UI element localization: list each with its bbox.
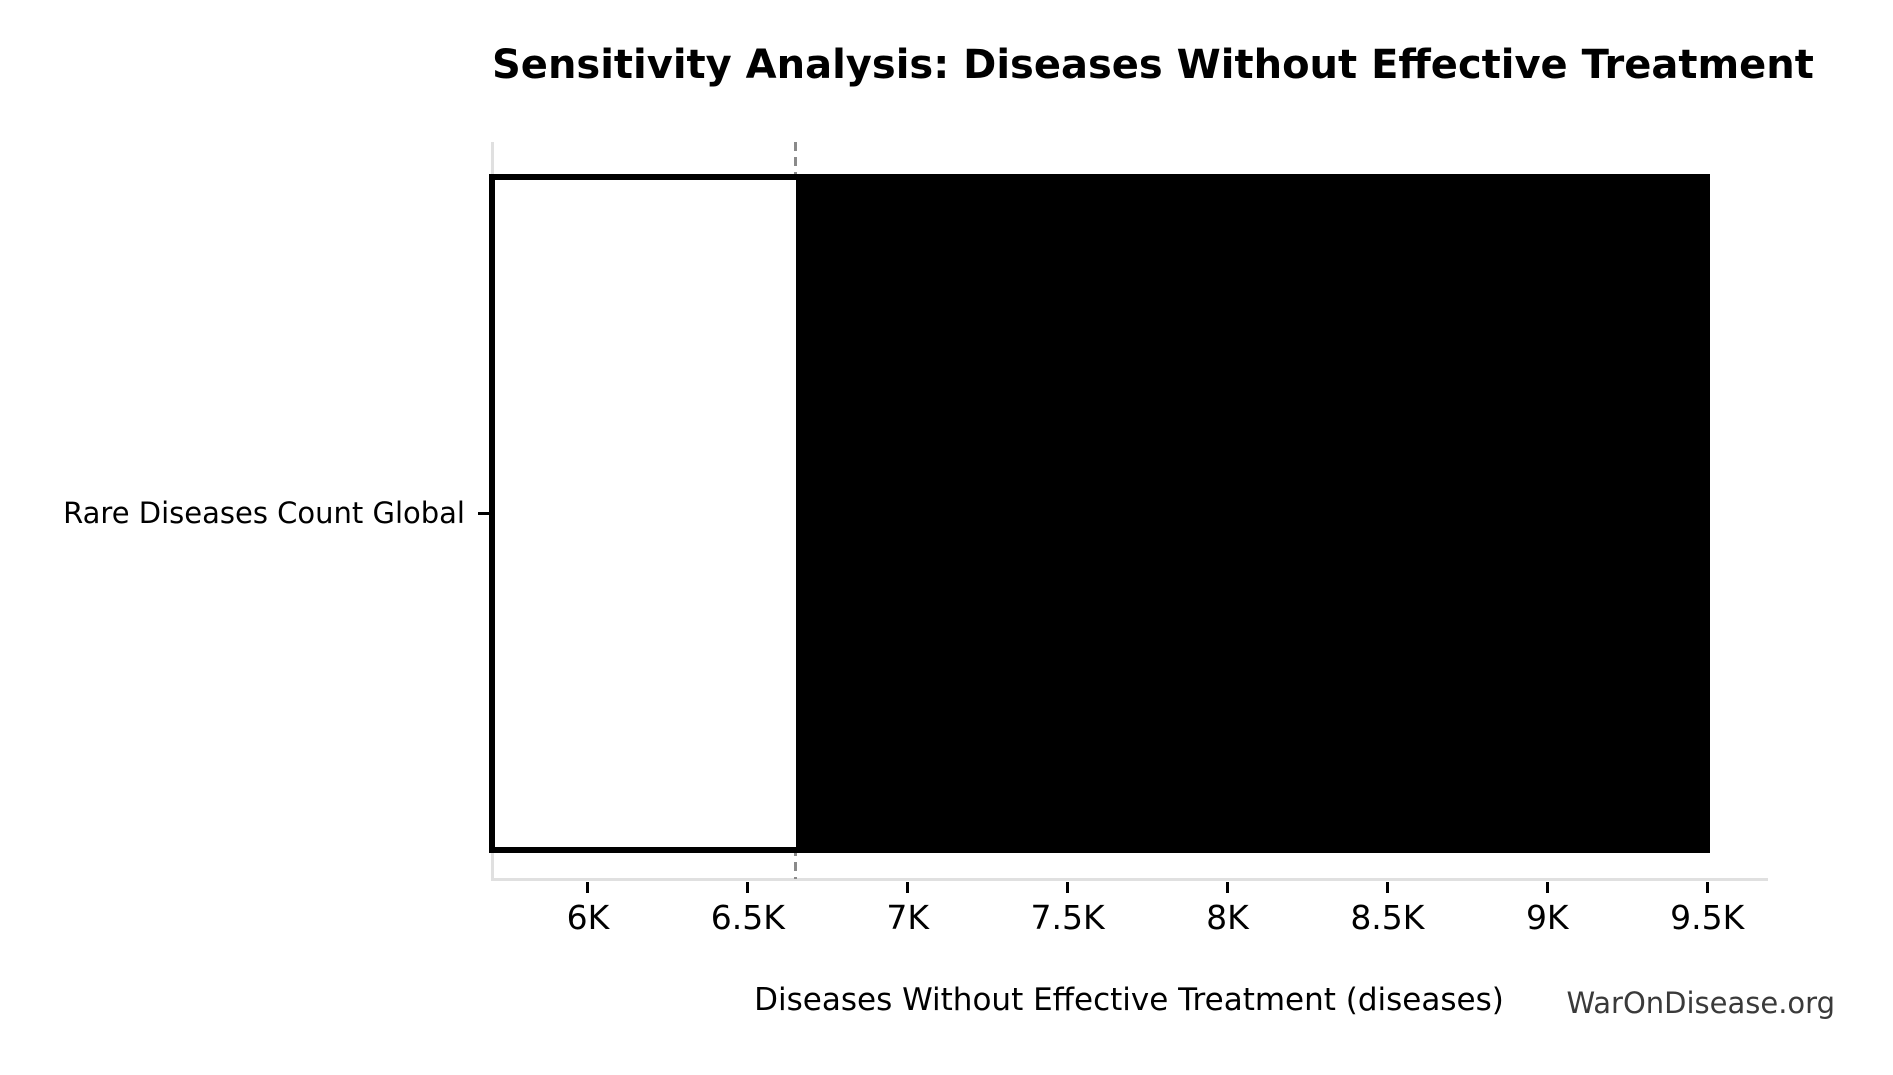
x-axis-label: Diseases Without Effective Treatment (di… — [754, 982, 1504, 1018]
x-tick-mark — [1545, 882, 1549, 893]
x-tick-mark — [746, 882, 750, 893]
x-tick-label: 6.5K — [710, 898, 785, 937]
bottom-axis-spine — [490, 877, 1768, 881]
x-tick-label: 8K — [1206, 898, 1249, 937]
x-tick-label: 7K — [886, 898, 930, 937]
x-tick-mark — [1066, 882, 1070, 893]
x-tick-mark — [1705, 882, 1709, 893]
bar-low-segment — [495, 180, 796, 847]
y-tick-mark — [478, 511, 491, 515]
x-tick-label: 7.5K — [1030, 898, 1105, 937]
y-category-label: Rare Diseases Count Global — [63, 496, 465, 530]
x-tick-label: 8.5K — [1350, 898, 1425, 937]
x-tick-label: 6K — [566, 898, 610, 937]
x-tick-mark — [906, 882, 910, 893]
x-tick-mark — [586, 882, 590, 893]
sensitivity-bar — [489, 174, 1711, 853]
watermark-text: WarOnDisease.org — [1566, 986, 1835, 1020]
x-tick-mark — [1385, 882, 1389, 893]
x-tick-label: 9K — [1525, 898, 1569, 937]
chart-title: Sensitivity Analysis: Diseases Without E… — [492, 42, 1814, 88]
plot-area — [478, 142, 1768, 893]
bar-high-segment — [795, 180, 1705, 847]
x-tick-mark — [1225, 882, 1229, 893]
x-tick-label: 9.5K — [1670, 898, 1745, 937]
